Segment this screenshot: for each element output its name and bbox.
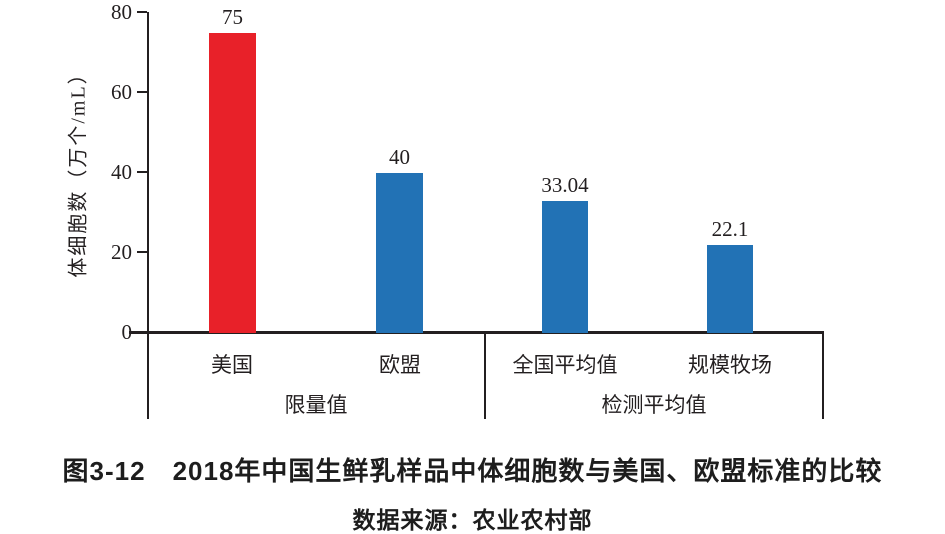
bar-chart: 体细胞数（万个/mL） 0 20 40 60 80 75 40 33.04 22.1 美国 欧盟… (68, 0, 824, 419)
category-label: 欧盟 (379, 353, 421, 377)
y-axis-line (147, 12, 149, 333)
group-label: 检测平均值 (601, 393, 707, 417)
figure-caption: 图3-12 2018年中国生鲜乳样品中体细胞数与美国、欧盟标准的比较 (62, 456, 883, 486)
y-tick-mark (137, 11, 147, 13)
y-tick-mark (137, 171, 147, 173)
bar-美国 (209, 33, 256, 333)
bar-规模牧场 (707, 244, 753, 333)
bar-value-label: 75 (222, 5, 243, 29)
x-axis-line (129, 331, 824, 334)
y-tick-label: 60 (111, 80, 132, 104)
y-tick-label: 80 (111, 0, 132, 24)
bar-全国平均值 (542, 200, 588, 333)
y-tick-label: 0 (121, 320, 133, 344)
y-tick-mark (137, 91, 147, 93)
category-label: 规模牧场 (688, 353, 772, 377)
bar-value-label: 33.04 (541, 172, 589, 197)
category-box-middle-divider (484, 333, 486, 419)
category-label: 美国 (211, 353, 253, 377)
bar-value-label: 22.1 (711, 216, 749, 241)
y-tick-label: 40 (111, 160, 132, 184)
bar-欧盟 (376, 173, 423, 333)
y-tick-mark (137, 251, 147, 253)
data-source-caption: 数据来源：农业农村部 (352, 507, 593, 533)
group-label: 限量值 (284, 393, 348, 417)
category-box-left-line (147, 333, 149, 419)
y-tick-mark (137, 331, 147, 333)
bar-value-label: 40 (389, 145, 410, 169)
category-box-right-line (822, 333, 824, 419)
category-label: 全国平均值 (512, 353, 618, 377)
y-tick-label: 20 (111, 240, 132, 264)
